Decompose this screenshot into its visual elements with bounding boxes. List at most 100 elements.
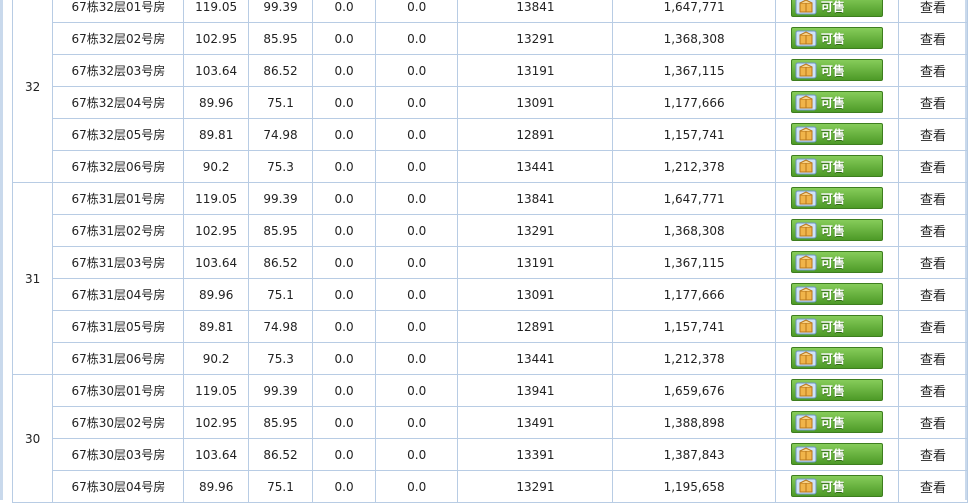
for-sale-button[interactable]: 可售 (790, 187, 883, 210)
inner-area-cell: 85.95 (247, 214, 314, 247)
floor-number-cell: 30 (11, 374, 54, 503)
status-cell: 可售 (774, 374, 900, 407)
box-icon (795, 414, 817, 431)
for-sale-button[interactable]: 可售 (790, 123, 883, 146)
unit-price-cell: 13491 (457, 406, 614, 439)
total-price-cell: 1,368,308 (612, 22, 776, 55)
value-cell: 0.0 (375, 342, 459, 375)
value-cell: 0.0 (312, 182, 377, 215)
table-row: 67栋31层02号房 102.95 85.95 0.0 0.0 13291 1,… (13, 214, 968, 247)
total-price-cell: 1,367,115 (612, 246, 776, 279)
status-cell: 可售 (774, 246, 900, 279)
inner-area-cell: 75.3 (247, 150, 314, 183)
table-row: 30 67栋30层01号房 119.05 99.39 0.0 0.0 13941 … (11, 374, 968, 503)
for-sale-button[interactable]: 可售 (790, 315, 883, 338)
value-cell: 0.0 (375, 470, 459, 503)
for-sale-button[interactable]: 可售 (790, 59, 883, 82)
view-link[interactable]: 查看 (920, 353, 947, 368)
for-sale-button[interactable]: 可售 (790, 27, 883, 50)
for-sale-button[interactable]: 可售 (790, 219, 883, 242)
for-sale-button[interactable]: 可售 (790, 0, 883, 18)
box-icon (795, 62, 817, 79)
for-sale-label: 可售 (820, 191, 845, 206)
for-sale-button[interactable]: 可售 (790, 155, 883, 178)
inner-area-cell: 99.39 (247, 182, 314, 215)
unit-price-cell: 12891 (457, 118, 614, 151)
room-name-cell: 67栋32层04号房 (52, 86, 185, 119)
view-cell: 查看 (898, 310, 968, 343)
view-cell: 查看 (898, 438, 968, 471)
value-cell: 0.0 (375, 246, 459, 279)
view-cell: 查看 (898, 150, 968, 183)
view-link[interactable]: 查看 (920, 449, 947, 464)
view-link[interactable]: 查看 (920, 1, 947, 16)
view-link[interactable]: 查看 (920, 321, 947, 336)
view-link[interactable]: 查看 (920, 129, 947, 144)
view-cell: 查看 (898, 374, 968, 407)
view-link[interactable]: 查看 (920, 193, 947, 208)
unit-price-cell: 13841 (457, 0, 614, 23)
unit-price-cell: 13191 (457, 54, 614, 87)
build-area-cell: 89.96 (183, 86, 249, 119)
for-sale-label: 可售 (820, 127, 845, 142)
box-icon (795, 222, 817, 239)
value-cell: 0.0 (375, 150, 459, 183)
inner-area-cell: 85.95 (247, 406, 314, 439)
for-sale-button[interactable]: 可售 (790, 251, 883, 274)
view-cell: 查看 (898, 118, 968, 151)
total-price-cell: 1,647,771 (612, 182, 776, 215)
value-cell: 0.0 (312, 406, 377, 439)
total-price-cell: 1,388,898 (612, 406, 776, 439)
room-name-cell: 67栋31层02号房 (52, 214, 185, 247)
for-sale-button[interactable]: 可售 (790, 91, 883, 114)
inner-area-cell: 99.39 (247, 374, 314, 407)
for-sale-button[interactable]: 可售 (790, 475, 883, 498)
view-link[interactable]: 查看 (920, 65, 947, 80)
units-table: 32 67栋32层01号房 119.05 99.39 0.0 0.0 13841 … (11, 0, 968, 503)
for-sale-label: 可售 (820, 319, 845, 334)
box-icon (795, 158, 817, 175)
for-sale-button[interactable]: 可售 (790, 411, 883, 434)
view-link[interactable]: 查看 (920, 289, 947, 304)
for-sale-button[interactable]: 可售 (790, 443, 883, 466)
view-cell: 查看 (898, 54, 968, 87)
floor-number-cell: 32 (11, 0, 54, 183)
inner-area-cell: 75.3 (247, 342, 314, 375)
value-cell: 0.0 (312, 150, 377, 183)
total-price-cell: 1,212,378 (612, 150, 776, 183)
value-cell: 0.0 (312, 54, 377, 87)
view-link[interactable]: 查看 (920, 97, 947, 112)
unit-price-cell: 13941 (457, 374, 614, 407)
total-price-cell: 1,387,843 (612, 438, 776, 471)
view-link[interactable]: 查看 (920, 225, 947, 240)
inner-area-cell: 86.52 (247, 54, 314, 87)
unit-price-cell: 13091 (457, 278, 614, 311)
view-link[interactable]: 查看 (920, 417, 947, 432)
value-cell: 0.0 (312, 86, 377, 119)
view-link[interactable]: 查看 (920, 385, 947, 400)
inner-area-cell: 86.52 (247, 246, 314, 279)
table-row: 67栋31层06号房 90.2 75.3 0.0 0.0 13441 1,212… (13, 342, 968, 375)
room-name-cell: 67栋30层04号房 (52, 470, 185, 503)
for-sale-button[interactable]: 可售 (790, 379, 883, 402)
view-link[interactable]: 查看 (920, 481, 947, 496)
value-cell: 0.0 (375, 438, 459, 471)
for-sale-label: 可售 (820, 415, 845, 430)
view-link[interactable]: 查看 (920, 33, 947, 48)
status-cell: 可售 (774, 22, 900, 55)
build-area-cell: 119.05 (183, 374, 249, 407)
unit-price-cell: 13191 (457, 246, 614, 279)
view-link[interactable]: 查看 (920, 161, 947, 176)
view-link[interactable]: 查看 (920, 257, 947, 272)
value-cell: 0.0 (312, 278, 377, 311)
value-cell: 0.0 (375, 0, 459, 23)
for-sale-button[interactable]: 可售 (790, 283, 883, 306)
table-row: 67栋31层04号房 89.96 75.1 0.0 0.0 13091 1,17… (13, 278, 968, 311)
units-table-body: 32 67栋32层01号房 119.05 99.39 0.0 0.0 13841 … (11, 0, 968, 503)
for-sale-label: 可售 (820, 447, 845, 462)
status-cell: 可售 (774, 342, 900, 375)
status-cell: 可售 (774, 150, 900, 183)
unit-price-cell: 13291 (457, 22, 614, 55)
for-sale-button[interactable]: 可售 (790, 347, 883, 370)
for-sale-label: 可售 (820, 95, 845, 110)
